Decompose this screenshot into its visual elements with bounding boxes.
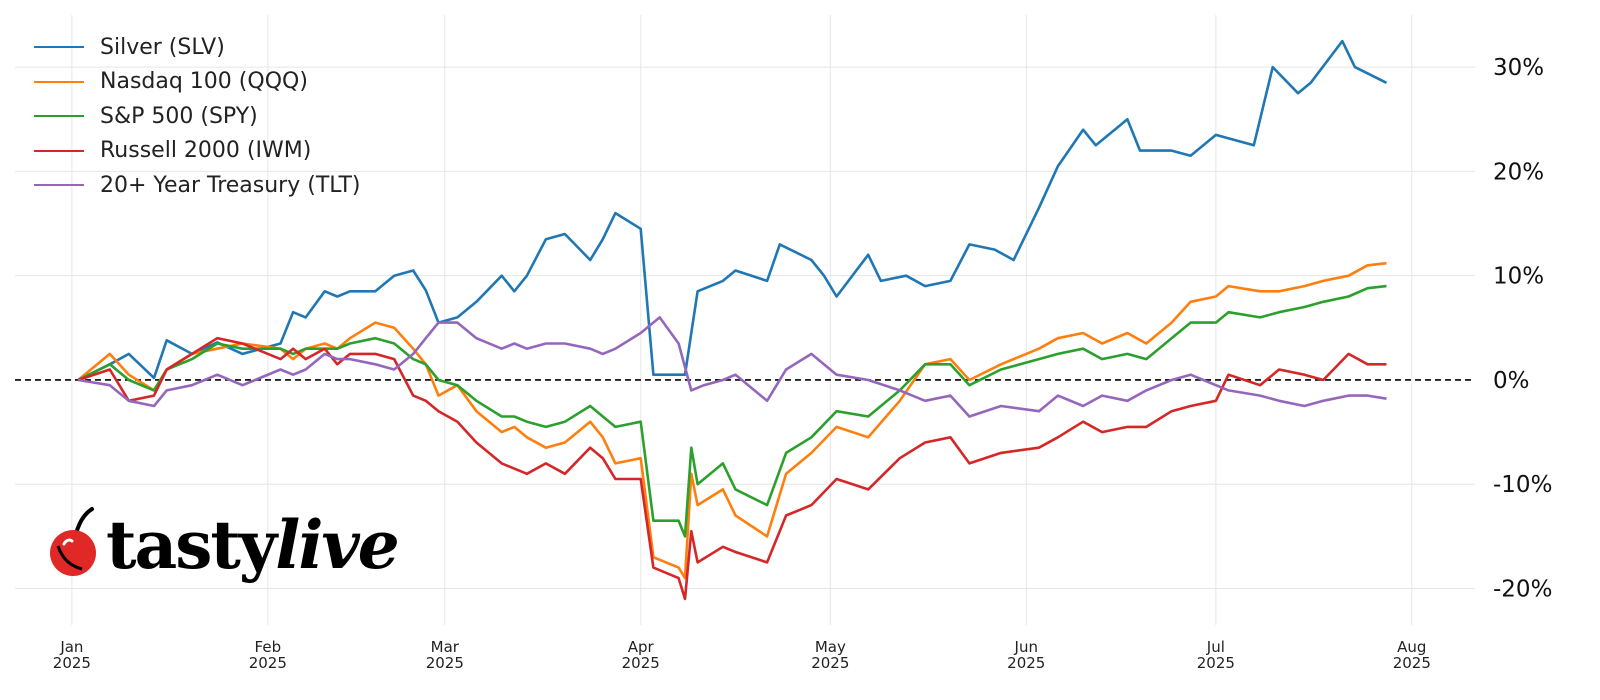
treasury-line (77, 316, 1387, 418)
y-axis-labels: 30% 20% 10% 0% -10% -20% (1493, 55, 1552, 602)
legend-item-silver: Silver (SLV) (34, 30, 361, 65)
sp500-line (77, 284, 1387, 538)
x-tick-label-month: Apr (628, 638, 655, 656)
legend-item-nasdaq: Nasdaq 100 (QQQ) (34, 65, 361, 100)
legend-swatch (34, 184, 84, 187)
x-tick-label-month: Mar (431, 638, 460, 656)
x-tick-label-month: Aug (1397, 638, 1426, 656)
y-tick-label: 20% (1493, 159, 1544, 185)
silver-line (77, 39, 1388, 382)
tastylive-logo: tastylive (48, 506, 400, 578)
grid-lines (15, 15, 1475, 625)
series-lines (77, 39, 1388, 601)
x-tick-label-month: May (815, 638, 846, 656)
x-tick-label-year: 2025 (1197, 654, 1235, 672)
nasdaq-line (77, 261, 1387, 580)
legend-label: Silver (SLV) (100, 34, 225, 60)
y-tick-label: 30% (1493, 55, 1544, 81)
legend-item-russell: Russell 2000 (IWM) (34, 134, 361, 169)
legend: Silver (SLV) Nasdaq 100 (QQQ) S&P 500 (S… (34, 30, 361, 203)
x-tick-label-year: 2025 (1007, 654, 1045, 672)
legend-swatch (34, 115, 84, 118)
legend-swatch (34, 80, 84, 83)
x-tick-label-month: Jul (1206, 638, 1225, 656)
x-tick-label-month: Jun (1014, 638, 1038, 656)
x-tick-label-month: Feb (255, 638, 282, 656)
x-tick-label-year: 2025 (622, 654, 660, 672)
x-tick-label-year: 2025 (1393, 654, 1431, 672)
y-tick-label: -20% (1493, 577, 1552, 603)
x-tick-label-year: 2025 (249, 654, 287, 672)
x-axis-labels: Jan2025Feb2025Mar2025Apr2025May2025Jun20… (53, 638, 1431, 672)
logo-wordmark-prefix: tasty (106, 506, 277, 584)
x-tick-label-year: 2025 (811, 654, 849, 672)
y-tick-label: -10% (1493, 472, 1552, 498)
legend-label: Nasdaq 100 (QQQ) (100, 69, 308, 95)
cherry-icon (50, 507, 96, 576)
y-tick-label: 0% (1493, 368, 1530, 394)
logo-wordmark: tastylive (106, 512, 400, 578)
x-tick-label-year: 2025 (53, 654, 91, 672)
legend-swatch (34, 46, 84, 49)
legend-swatch (34, 149, 84, 152)
legend-item-sp500: S&P 500 (SPY) (34, 99, 361, 134)
russell-line (77, 336, 1387, 601)
x-tick-label-month: Jan (59, 638, 83, 656)
x-tick-label-year: 2025 (426, 654, 464, 672)
legend-label: 20+ Year Treasury (TLT) (100, 172, 361, 198)
legend-label: Russell 2000 (IWM) (100, 138, 312, 164)
logo-wordmark-suffix: live (275, 506, 399, 584)
legend-label: S&P 500 (SPY) (100, 103, 258, 129)
y-tick-label: 10% (1493, 264, 1544, 290)
legend-item-treasury: 20+ Year Treasury (TLT) (34, 168, 361, 203)
